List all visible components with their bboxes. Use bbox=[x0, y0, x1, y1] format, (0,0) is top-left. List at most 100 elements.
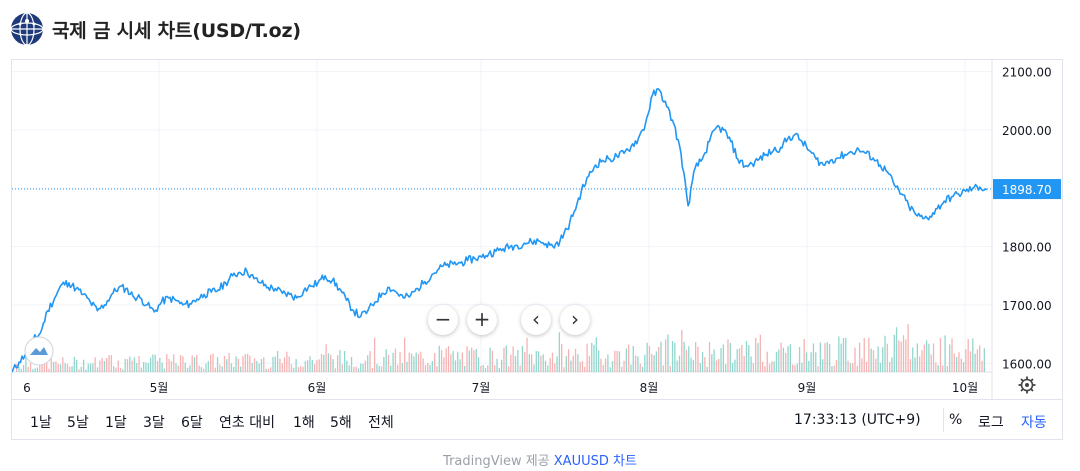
volume-bar bbox=[283, 357, 286, 372]
percent-scale-button[interactable]: % bbox=[949, 412, 963, 428]
volume-bar bbox=[281, 363, 283, 372]
tradingview-logo-icon[interactable] bbox=[24, 336, 54, 366]
volume-bar bbox=[200, 367, 203, 372]
volume-bar bbox=[701, 352, 704, 372]
volume-bar bbox=[757, 343, 759, 372]
range-1y-button[interactable]: 1해 bbox=[293, 415, 315, 431]
volume-bar bbox=[976, 349, 979, 372]
volume-bar bbox=[136, 362, 138, 372]
timezone-clock[interactable]: 17:33:13 (UTC+9) bbox=[794, 412, 921, 428]
range-5d-button[interactable]: 5날 bbox=[67, 415, 89, 431]
x-tick-label: 7월 bbox=[472, 381, 491, 395]
volume-bar bbox=[812, 343, 815, 372]
volume-bar bbox=[660, 341, 662, 372]
volume-bar bbox=[57, 363, 59, 372]
range-1d-button[interactable]: 1날 bbox=[30, 415, 52, 431]
volume-bar bbox=[242, 356, 244, 372]
volume-bar bbox=[429, 364, 431, 372]
volume-bar bbox=[778, 349, 780, 372]
volume-bar bbox=[863, 337, 865, 372]
price-chart[interactable]: 2100.002000.001900.001800.001700.001600.… bbox=[12, 60, 1062, 399]
volume-bar bbox=[205, 363, 207, 372]
volume-bar bbox=[207, 361, 209, 372]
zoom-out-button[interactable]: − bbox=[428, 305, 458, 335]
volume-bar bbox=[720, 348, 722, 372]
volume-bar bbox=[625, 348, 628, 372]
range-all-button[interactable]: 전체 bbox=[368, 415, 394, 431]
volume-bar bbox=[346, 360, 348, 372]
range-6m-button[interactable]: 6달 bbox=[181, 415, 203, 431]
volume-bar bbox=[339, 349, 341, 372]
range-5y-button[interactable]: 5해 bbox=[330, 415, 352, 431]
volume-bar bbox=[840, 343, 842, 372]
volume-bar bbox=[450, 354, 452, 372]
volume-bar bbox=[309, 356, 311, 372]
volume-bar bbox=[32, 369, 34, 372]
volume-bar bbox=[454, 360, 457, 372]
range-ytd-button[interactable]: 연초 대비 bbox=[219, 415, 275, 431]
volume-bar bbox=[20, 368, 22, 372]
page-title: 국제 금 시세 차트(USD/T.oz) bbox=[52, 20, 301, 42]
volume-bar bbox=[745, 341, 748, 372]
volume-bar bbox=[937, 365, 939, 372]
volume-bar bbox=[152, 354, 154, 372]
volume-bar bbox=[110, 355, 112, 372]
volume-bar bbox=[609, 367, 611, 372]
volume-bar bbox=[882, 347, 884, 372]
volume-bar bbox=[861, 358, 863, 372]
volume-bar bbox=[260, 358, 263, 372]
volume-bar bbox=[422, 358, 424, 372]
scroll-left-button[interactable]: ‹ bbox=[521, 305, 551, 335]
volume-bar bbox=[443, 357, 445, 372]
auto-scale-button[interactable]: 자동 bbox=[1021, 415, 1047, 431]
volume-bar bbox=[270, 367, 272, 372]
price-series-line bbox=[12, 88, 988, 373]
volume-bar bbox=[279, 358, 281, 372]
volume-bar bbox=[865, 361, 868, 372]
volume-bar bbox=[925, 340, 928, 372]
volume-bar bbox=[240, 366, 242, 372]
volume-bar bbox=[983, 348, 985, 372]
chart-widget: 2100.002000.001900.001800.001700.001600.… bbox=[11, 59, 1063, 440]
volume-bar bbox=[727, 339, 729, 372]
volume-bar bbox=[228, 352, 230, 372]
volume-bar bbox=[113, 366, 115, 372]
volume-bar bbox=[46, 360, 48, 372]
volume-bar bbox=[25, 355, 27, 372]
volume-bar bbox=[186, 367, 189, 372]
volume-bar bbox=[521, 346, 524, 372]
volume-bar bbox=[223, 355, 226, 372]
volume-bar bbox=[898, 340, 900, 372]
volume-bar bbox=[226, 359, 228, 372]
volume-bar bbox=[173, 354, 175, 372]
volume-bar bbox=[533, 364, 535, 372]
volume-bar bbox=[286, 351, 288, 372]
range-3m-button[interactable]: 3달 bbox=[143, 415, 165, 431]
volume-bar bbox=[36, 367, 39, 372]
settings-gear-icon[interactable] bbox=[1018, 376, 1036, 394]
volume-bar bbox=[440, 350, 443, 372]
volume-bar bbox=[604, 358, 607, 372]
volume-bar bbox=[348, 365, 350, 372]
volume-bar bbox=[591, 342, 593, 372]
volume-bar bbox=[870, 348, 872, 372]
volume-bar bbox=[325, 344, 327, 372]
volume-bar bbox=[916, 343, 919, 372]
volume-bar bbox=[177, 365, 179, 372]
symbol-chart-link[interactable]: XAUUSD 차트 bbox=[553, 454, 637, 469]
volume-bar bbox=[108, 355, 110, 372]
y-tick-label: 1700.00 bbox=[1002, 299, 1052, 313]
range-1m-button[interactable]: 1달 bbox=[105, 415, 127, 431]
volume-bar bbox=[369, 351, 371, 372]
log-scale-button[interactable]: 로그 bbox=[978, 415, 1004, 431]
scroll-right-button[interactable]: › bbox=[560, 305, 590, 335]
volume-bar bbox=[212, 353, 214, 372]
volume-bar bbox=[822, 359, 824, 372]
volume-bar bbox=[154, 354, 156, 372]
volume-bar bbox=[447, 346, 450, 372]
zoom-in-button[interactable]: + bbox=[467, 305, 497, 335]
volume-bar bbox=[332, 359, 334, 372]
volume-bar bbox=[131, 360, 133, 372]
volume-bar bbox=[69, 366, 71, 372]
volume-bar bbox=[815, 352, 817, 372]
